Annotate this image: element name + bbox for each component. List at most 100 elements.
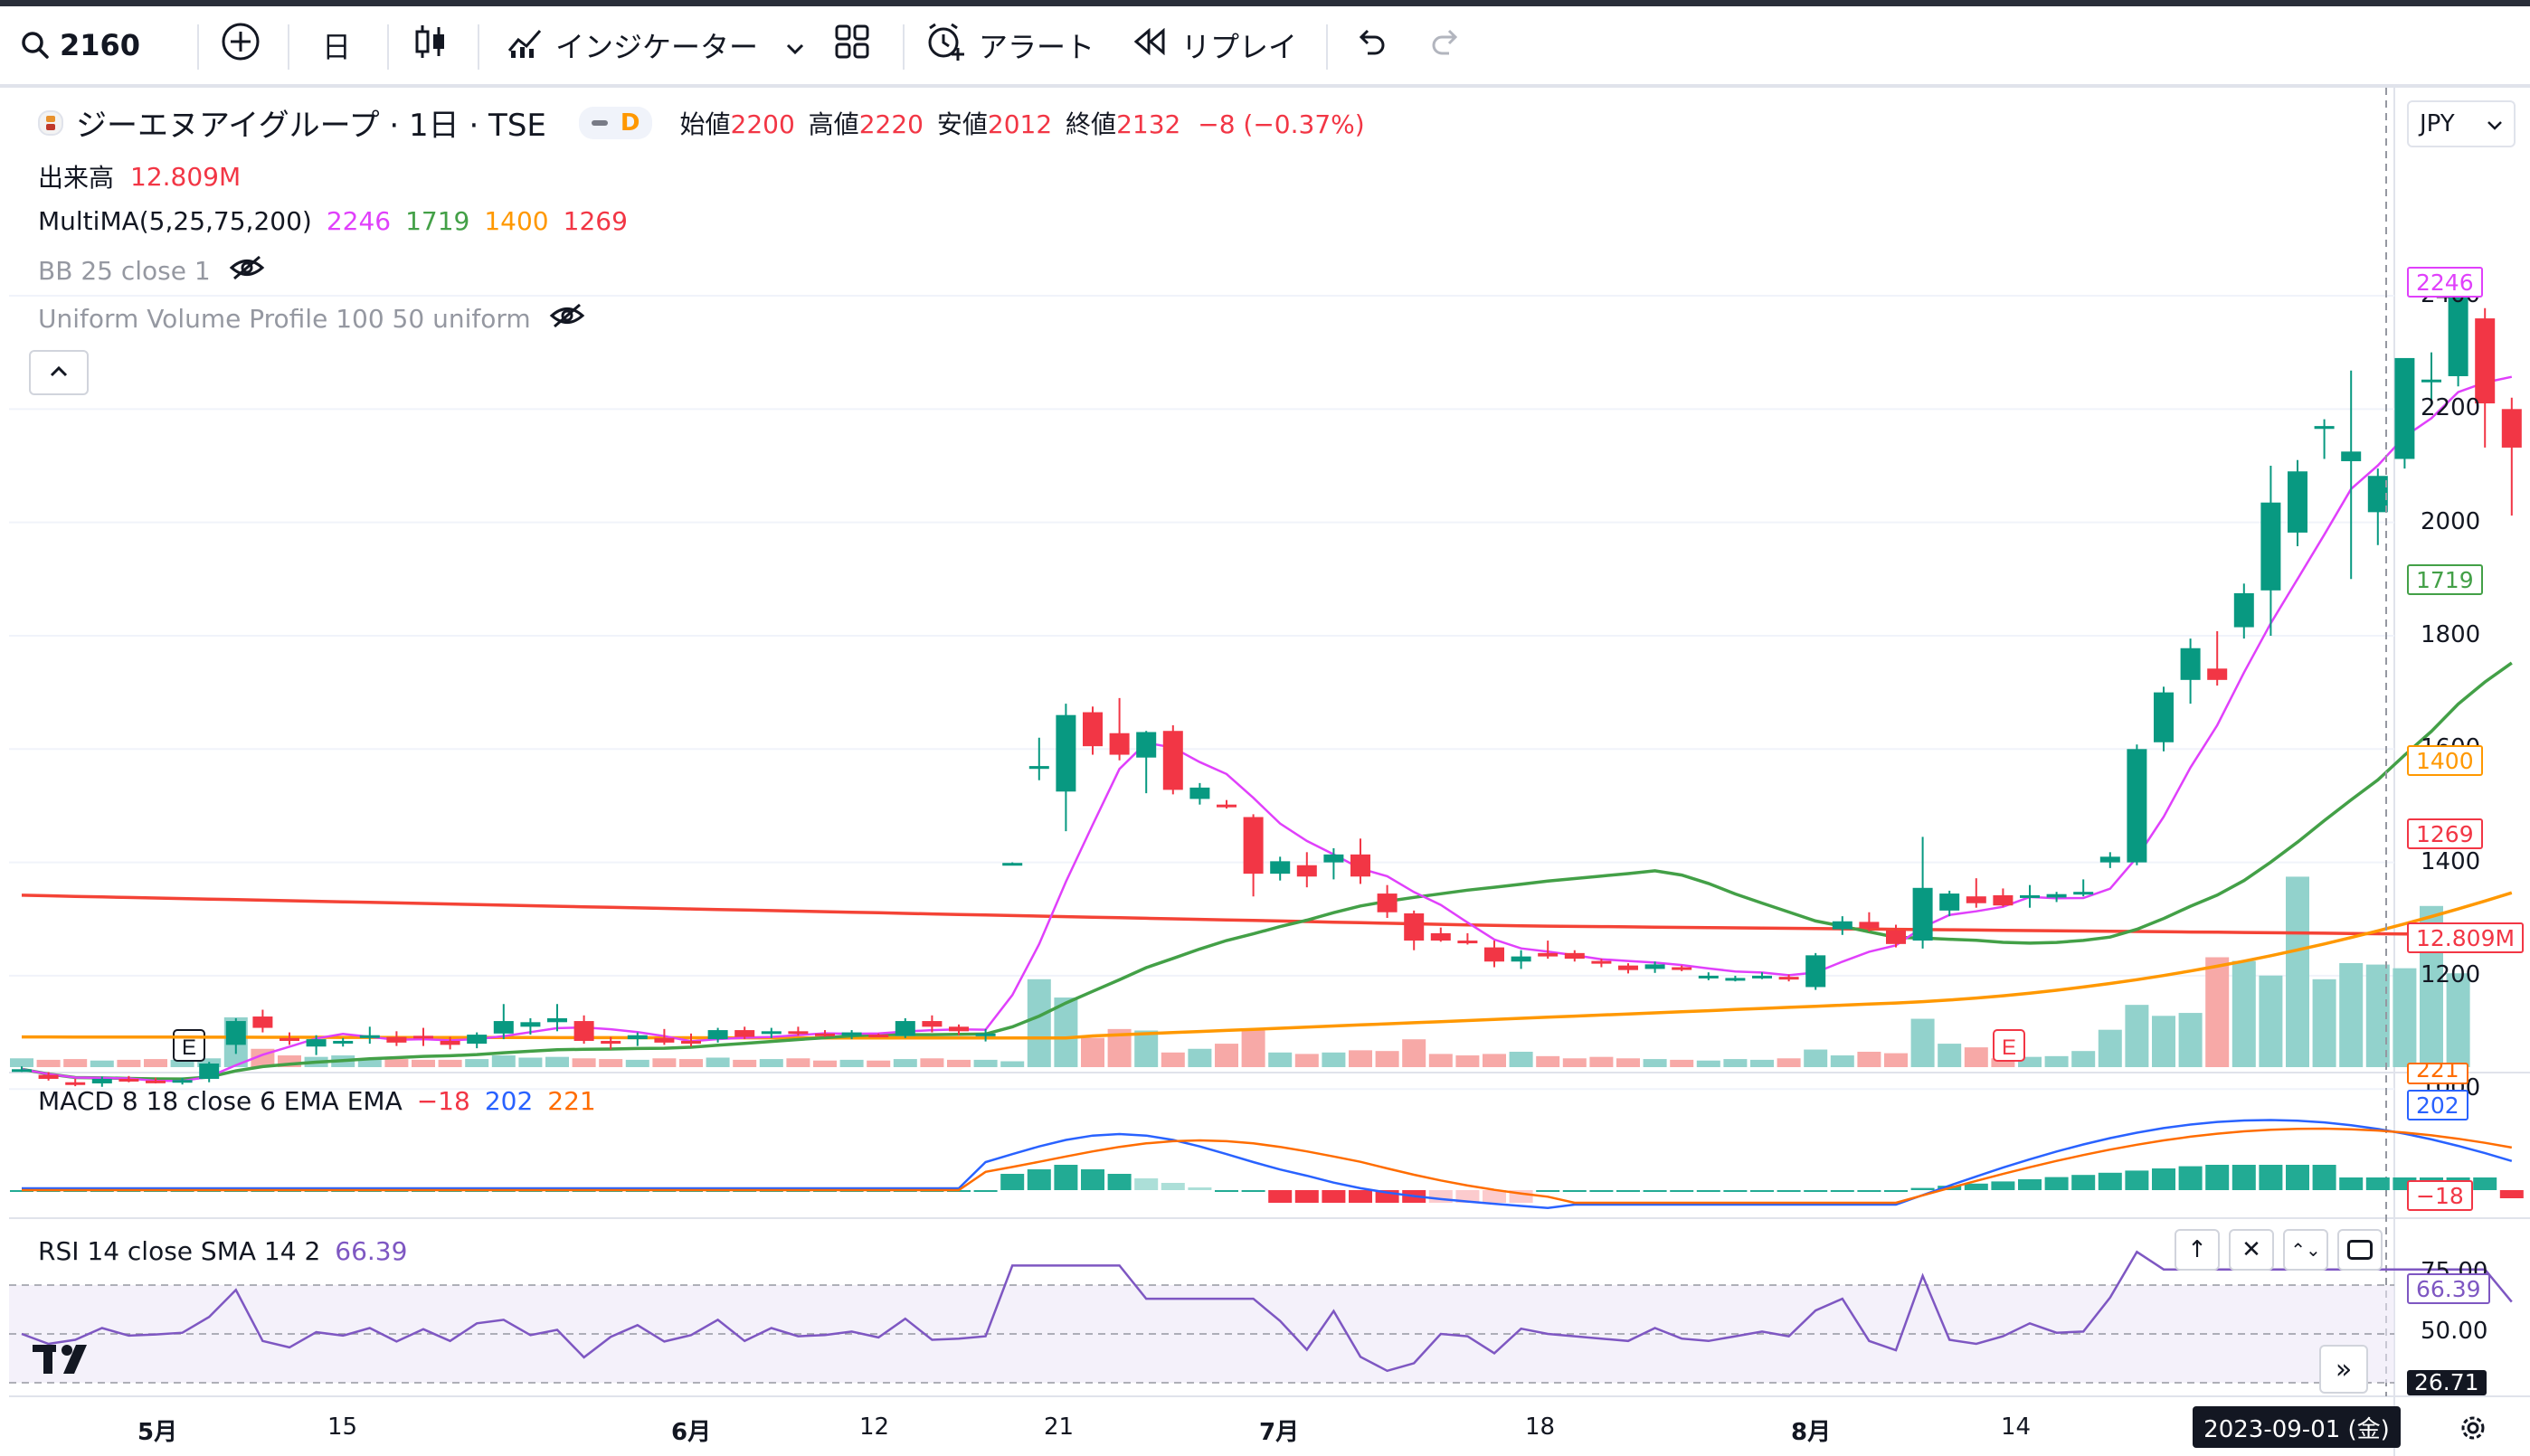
bb-label: BB 25 close 1 — [38, 256, 211, 286]
volume-bar — [63, 1059, 88, 1067]
candle-body — [1618, 965, 1638, 970]
scroll-to-latest-button[interactable]: » — [2319, 1345, 2368, 1394]
candle-body — [359, 1035, 380, 1038]
settings-button[interactable] — [2455, 1412, 2491, 1448]
candle-body — [1404, 912, 1425, 941]
maximize-icon — [2347, 1240, 2373, 1260]
candle-body — [1778, 977, 1799, 980]
candle-body — [1484, 947, 1504, 962]
eye-hidden-icon[interactable] — [549, 302, 585, 336]
volume-bar — [357, 1058, 382, 1067]
eye-hidden-icon[interactable] — [229, 254, 265, 288]
volume-bar — [733, 1059, 757, 1067]
collapse-legend-button[interactable] — [29, 350, 89, 395]
volume-bar — [2312, 979, 2336, 1067]
volume-bar — [1134, 1030, 1159, 1067]
interval-button[interactable]: 日 — [322, 6, 351, 84]
toolbar-divider — [903, 24, 905, 70]
macd-histogram-bar — [1081, 1169, 1104, 1190]
volume-bar — [90, 1060, 114, 1067]
open-value: 2200 — [730, 109, 795, 139]
macd-histogram-bar — [2125, 1170, 2149, 1190]
close-label: 終値 — [1066, 109, 1117, 139]
candle-body — [2421, 379, 2441, 383]
candle-body — [2020, 894, 2040, 898]
maximize-pane-button[interactable] — [2337, 1229, 2383, 1271]
macd-histogram-bar — [973, 1190, 998, 1192]
symbol-search[interactable]: 2160 — [20, 6, 140, 84]
replay-button[interactable]: リプレイ — [1132, 6, 1297, 84]
volume-bar — [759, 1059, 783, 1067]
candle-body — [118, 1078, 139, 1082]
macd-signal-value: 221 — [547, 1086, 596, 1116]
candle-body — [2475, 318, 2496, 404]
volume-bar — [412, 1059, 435, 1067]
macd-hist-value: −18 — [416, 1086, 470, 1116]
macd-histogram-bar — [1857, 1190, 1881, 1192]
search-icon — [20, 30, 51, 61]
macd-histogram-bar — [2339, 1177, 2364, 1190]
indicators-button[interactable]: インジケーター — [507, 6, 805, 84]
macd-histogram-bar — [2286, 1165, 2309, 1190]
price-tick-label: 2000 — [2421, 507, 2481, 535]
volume-bar — [1349, 1050, 1372, 1067]
candle-body — [1430, 932, 1451, 941]
macd-histogram-bar — [2232, 1165, 2256, 1190]
candle-body — [12, 1069, 32, 1073]
layout-button[interactable] — [834, 6, 870, 84]
tradingview-logo[interactable] — [33, 1339, 105, 1379]
candle-body — [1832, 921, 1852, 930]
macd-histogram-bar — [1696, 1190, 1720, 1192]
arrow-up-icon: ↑ — [2187, 1236, 2207, 1263]
volume-bar — [893, 1059, 917, 1067]
macd-histogram-bar — [1723, 1190, 1748, 1192]
macd-histogram-bar — [1107, 1174, 1132, 1190]
volume-bar — [1054, 997, 1078, 1067]
move-pane-up-button[interactable]: ↑ — [2175, 1229, 2220, 1271]
chart-type-button[interactable] — [412, 6, 449, 84]
collapse-pane-button[interactable]: ⌃⌄ — [2283, 1229, 2328, 1271]
change-value: −8 (−0.37%) — [1198, 109, 1365, 139]
candle-body — [1698, 975, 1719, 979]
alert-button[interactable]: アラート — [924, 6, 1094, 84]
macd-histogram-bar — [2018, 1179, 2042, 1190]
toolbar-divider — [478, 24, 479, 70]
top-toolbar: 2160 日 インジケーター アラート — [0, 6, 2530, 88]
close-value: 2132 — [1116, 109, 1181, 139]
volume-bar — [1804, 1049, 1828, 1067]
volume-bar — [1938, 1044, 1962, 1067]
macd-histogram-bar — [2071, 1175, 2096, 1190]
volume-bar — [1322, 1052, 1346, 1067]
macd-histogram-bar — [1910, 1187, 1935, 1190]
candle-body — [1886, 930, 1906, 944]
time-tick-label: 6月 — [671, 1419, 712, 1446]
redo-button[interactable] — [1429, 6, 1464, 84]
time-tick-label: 21 — [1044, 1413, 1075, 1441]
volume-bar — [2152, 1016, 2175, 1067]
candle-body — [1296, 865, 1317, 877]
volume-bar — [813, 1060, 837, 1067]
delete-pane-button[interactable]: ✕ — [2229, 1229, 2274, 1271]
candle-body — [1644, 964, 1665, 969]
time-tick-label: 8月 — [1791, 1419, 1832, 1446]
compare-symbol-button[interactable] — [221, 6, 261, 84]
toolbar-divider — [197, 24, 199, 70]
volume-bar — [973, 1059, 998, 1067]
symbol-title[interactable]: ジーエヌアイグループ · 1日 · TSE — [76, 108, 546, 144]
candle-body — [627, 1035, 648, 1040]
price-tick-label: 1400 — [2421, 847, 2481, 875]
candle-body — [2367, 476, 2388, 513]
macd-histogram-bar — [2499, 1190, 2524, 1198]
volume-bar — [1294, 1054, 1319, 1067]
macd-histogram-bar — [1991, 1181, 2015, 1190]
candle-body — [1912, 887, 1933, 941]
currency-select[interactable]: JPY — [2407, 100, 2516, 147]
time-tick-label: 15 — [327, 1413, 358, 1441]
multima-label: MultiMA(5,25,75,200) — [38, 206, 312, 236]
macd-histogram-bar — [2152, 1168, 2175, 1190]
undo-button[interactable] — [1353, 6, 1388, 84]
volume-bar — [2339, 962, 2364, 1067]
badge-d: D — [620, 109, 640, 137]
